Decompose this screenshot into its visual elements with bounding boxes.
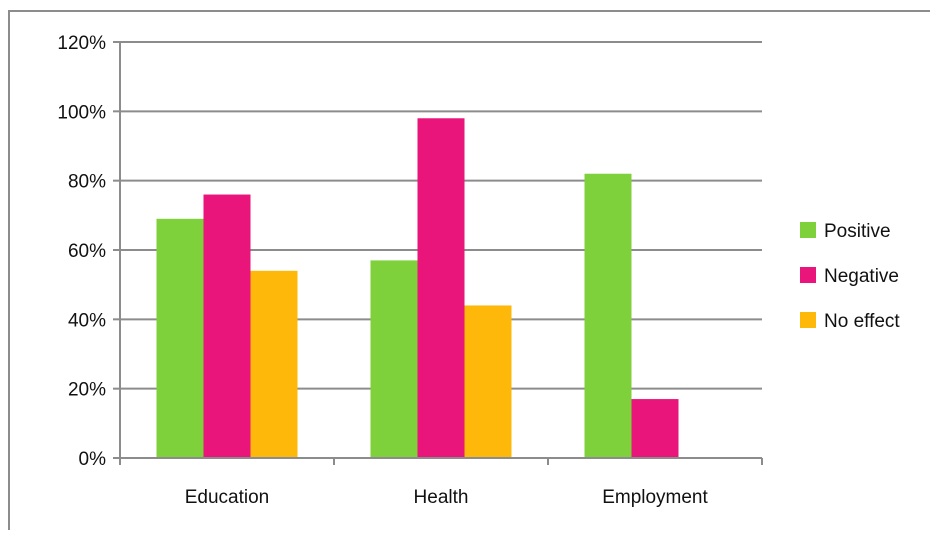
legend-label: No effect [824,311,900,332]
legend-swatch [800,222,816,238]
y-tick-label: 100% [57,102,106,123]
y-tick-label: 0% [79,449,107,470]
axes [113,41,763,465]
bar-no-effect [464,305,512,458]
legend-label: Positive [824,221,891,242]
y-tick-label: 20% [68,380,106,401]
legend-swatch [800,267,816,283]
bar-no-effect [250,270,298,458]
x-tick-label: Education [185,487,270,508]
legend-swatch [800,312,816,328]
chart-frame [8,10,930,530]
bar-negative [203,194,251,459]
x-tick-label: Employment [602,487,708,508]
y-tick-label: 120% [57,33,106,54]
y-tick-label: 40% [68,310,106,331]
x-tick-labels: Education Health Employment [185,487,709,508]
bar-negative [417,118,465,459]
bar-positive [156,218,204,458]
bar-positive [584,173,632,458]
y-tick-label: 60% [68,241,106,262]
legend: Positive Negative No effect [800,221,900,332]
bar-positive [370,260,418,458]
x-tick-label: Health [414,487,469,508]
legend-label: Negative [824,266,899,287]
bars [156,118,679,459]
y-tick-label: 80% [68,172,106,193]
y-tick-labels: 0% 20% 40% 60% 80% 100% 120% [57,33,106,470]
bar-negative [631,399,679,458]
